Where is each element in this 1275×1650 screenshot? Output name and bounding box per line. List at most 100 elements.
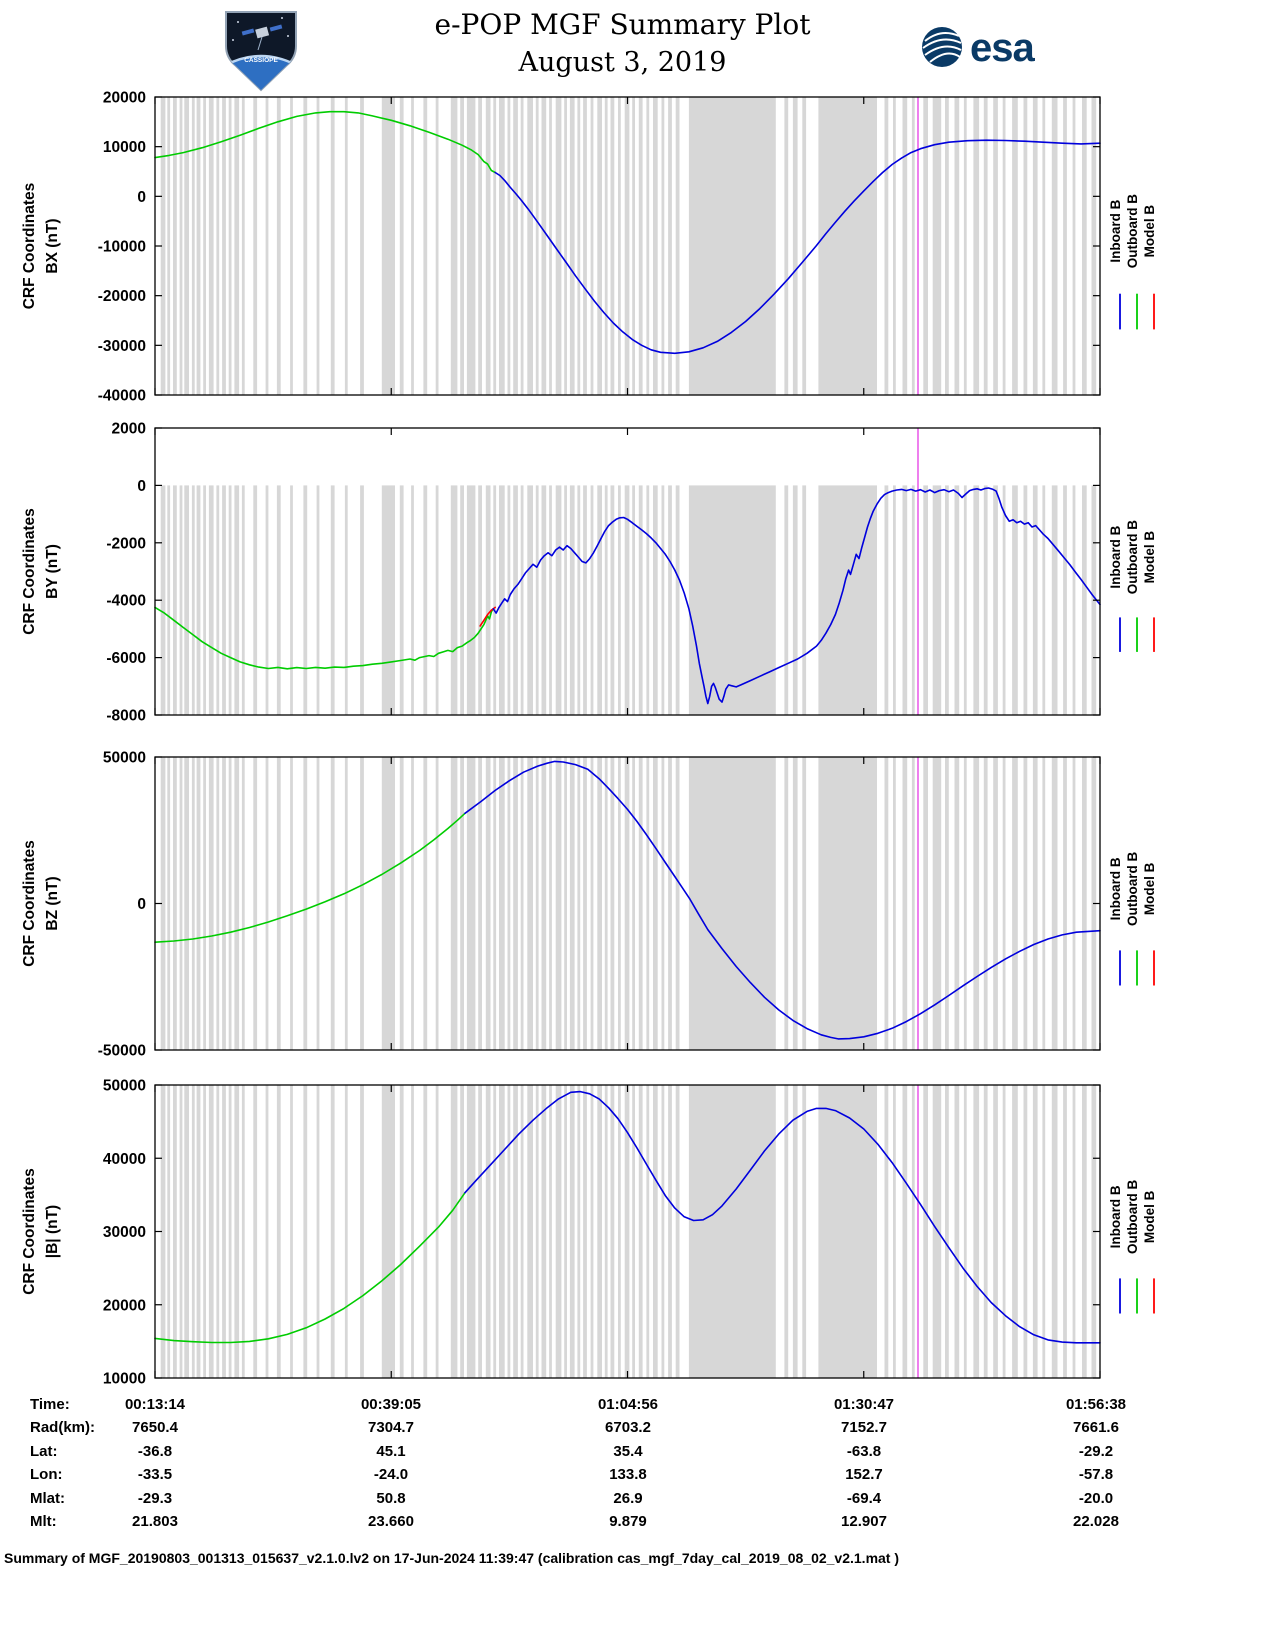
data-gap-band <box>303 757 308 1050</box>
data-gap-band <box>583 97 587 395</box>
data-gap-band <box>276 97 281 395</box>
data-gap-band <box>569 1085 575 1378</box>
table-cell: 00:39:05 <box>360 1396 422 1413</box>
table-row-label: Time: <box>30 1396 70 1413</box>
data-gap-band <box>466 485 476 715</box>
table-cell: -69.4 <box>846 1490 882 1507</box>
data-gap-band <box>784 97 789 395</box>
data-gap-band <box>196 1085 201 1378</box>
data-gap-band <box>478 485 482 715</box>
data-gap-band <box>316 485 320 715</box>
data-gap-band <box>564 485 567 715</box>
data-gap-band <box>893 1085 896 1378</box>
data-gap-band <box>993 757 998 1050</box>
data-gap-band <box>167 1085 171 1378</box>
data-gap-band <box>945 97 949 395</box>
data-gap-band <box>203 757 206 1050</box>
data-gap-band <box>893 97 896 395</box>
data-gap-band <box>954 1085 960 1378</box>
data-gap-band <box>460 97 464 395</box>
data-gap-band <box>884 1085 889 1378</box>
data-gap-band <box>792 1085 798 1378</box>
data-gap-band <box>945 1085 949 1378</box>
table-cell: 12.907 <box>841 1513 887 1530</box>
data-gap-band <box>381 1085 395 1378</box>
data-gap-band <box>234 1085 240 1378</box>
data-gap-band <box>450 757 458 1050</box>
data-gap-band <box>344 485 348 715</box>
data-gap-band <box>160 757 166 1050</box>
data-gap-band <box>564 757 567 1050</box>
data-gap-band <box>208 485 214 715</box>
table-row-label: Mlat: <box>30 1490 65 1507</box>
series-outboard-b <box>154 1191 466 1344</box>
data-gap-band <box>360 1085 364 1378</box>
data-gap-band <box>228 757 232 1050</box>
table-cell: -33.5 <box>137 1466 173 1483</box>
data-gap-band <box>173 485 177 715</box>
data-gap-band <box>604 485 608 715</box>
data-gap-band <box>973 97 980 395</box>
data-gap-band <box>688 97 776 395</box>
data-gap-band <box>555 97 562 395</box>
data-gap-band <box>688 1085 776 1378</box>
table-cell: 6703.2 <box>605 1419 651 1436</box>
data-gap-band <box>564 1085 567 1378</box>
data-gap-band <box>993 97 998 395</box>
data-gap-band <box>499 97 505 395</box>
data-gap-band <box>884 485 889 715</box>
table-cell: 152.7 <box>845 1466 883 1483</box>
data-gap-band <box>265 757 269 1050</box>
data-gap-band <box>983 485 988 715</box>
data-gap-band <box>435 1085 439 1378</box>
data-gap-band <box>541 97 547 395</box>
data-gap-band <box>661 97 665 395</box>
data-gap-band <box>802 1085 807 1378</box>
data-gap-band <box>253 485 258 715</box>
y-axis-label: |B| (nT) <box>44 1205 61 1258</box>
data-gap-band <box>435 485 439 715</box>
data-gap-band <box>668 1085 672 1378</box>
data-gap-band <box>1012 757 1018 1050</box>
data-gap-band <box>276 1085 281 1378</box>
data-gap-band <box>520 1085 524 1378</box>
data-gap-band <box>1032 97 1038 395</box>
data-gap-band <box>184 1085 189 1378</box>
data-gap-band <box>1002 485 1006 715</box>
data-gap-band <box>610 1085 615 1378</box>
data-gap-band <box>191 485 195 715</box>
data-gap-band <box>179 97 183 395</box>
legend-label: Inboard B <box>1108 525 1123 588</box>
data-gap-band <box>1023 97 1028 395</box>
esa-wordmark: esa <box>970 26 1035 70</box>
table-cell: 01:04:56 <box>597 1396 659 1413</box>
y-tick-label: -8000 <box>106 708 146 725</box>
data-gap-band <box>241 485 245 715</box>
data-gap-band <box>893 757 896 1050</box>
table-row-lon: Lon: -33.5 -24.0 133.8 152.7 -57.8 <box>0 1466 1275 1489</box>
data-gap-band <box>203 97 206 395</box>
data-gap-band <box>902 1085 908 1378</box>
data-gap-band <box>963 1085 967 1378</box>
data-gap-band <box>1063 1085 1067 1378</box>
data-gap-band <box>253 1085 258 1378</box>
data-gap-band <box>1012 485 1018 715</box>
data-gap-band <box>485 1085 491 1378</box>
data-gap-band <box>604 757 608 1050</box>
data-gap-band <box>507 97 511 395</box>
data-gap-band <box>303 97 308 395</box>
data-gap-band <box>399 1085 404 1378</box>
data-gap-band <box>208 97 214 395</box>
data-gap-band <box>963 485 967 715</box>
table-cell: 7650.4 <box>132 1419 178 1436</box>
y-tick-label: 10000 <box>103 1371 146 1388</box>
data-gap-band <box>688 485 776 715</box>
data-gap-band <box>173 97 177 395</box>
data-gap-band <box>954 757 960 1050</box>
data-gap-band <box>253 97 258 395</box>
data-gap-band <box>973 757 980 1050</box>
y-tick-label: 40000 <box>103 1151 146 1168</box>
data-gap-band <box>954 485 960 715</box>
data-gap-band <box>1072 485 1076 715</box>
